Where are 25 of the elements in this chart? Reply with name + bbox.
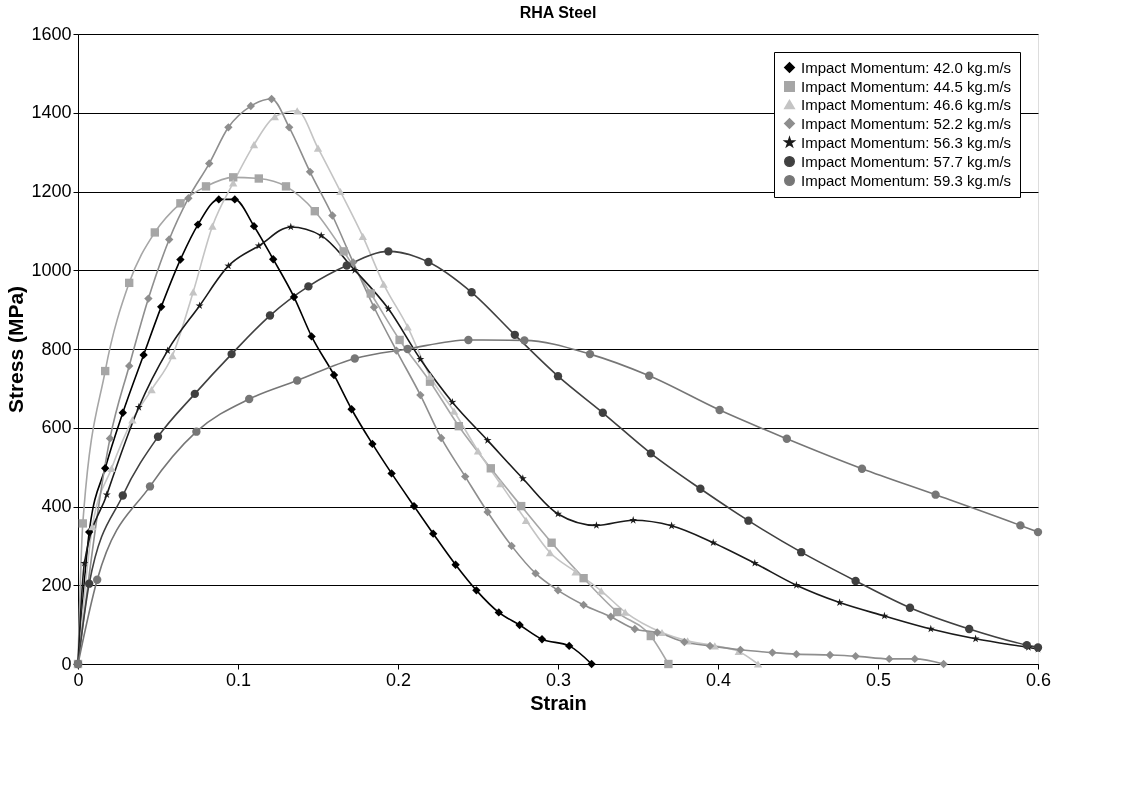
x-tick-label: 0.3 xyxy=(545,669,572,690)
y-tick-label: 1400 xyxy=(31,102,72,123)
y-tick-label: 600 xyxy=(41,417,72,438)
y-tick-label: 400 xyxy=(41,496,72,516)
y-tick-label: 1200 xyxy=(31,181,72,201)
legend-label: Impact Momentum: 52.2 kg.m/s xyxy=(801,114,1012,132)
legend-label: Impact Momentum: 59.3 kg.m/s xyxy=(801,171,1012,189)
x-tick-label: 0.2 xyxy=(385,669,412,690)
x-tick-label: 0.4 xyxy=(705,669,732,690)
y-tick-label: 200 xyxy=(41,574,72,595)
chart-title: RHA Steel xyxy=(519,4,597,21)
y-tick-label: 0 xyxy=(61,653,72,674)
legend-label: Impact Momentum: 57.7 kg.m/s xyxy=(801,152,1012,170)
y-tick-label: 1000 xyxy=(31,259,72,280)
legend-label: Impact Momentum: 56.3 kg.m/s xyxy=(801,133,1012,151)
legend-label: Impact Momentum: 42.0 kg.m/s xyxy=(801,58,1012,76)
x-tick-label: 0.5 xyxy=(865,669,892,690)
y-tick-label: 1600 xyxy=(31,23,72,44)
y-tick-label: 800 xyxy=(41,338,72,359)
legend-label: Impact Momentum: 44.5 kg.m/s xyxy=(801,77,1012,95)
x-axis-title: Strain xyxy=(530,691,587,714)
x-tick-label: 0.6 xyxy=(1025,669,1052,690)
legend-label: Impact Momentum: 46.6 kg.m/s xyxy=(801,95,1012,113)
y-axis-title: Stress (MPa) xyxy=(4,285,28,414)
x-tick-label: 0.1 xyxy=(225,669,252,690)
